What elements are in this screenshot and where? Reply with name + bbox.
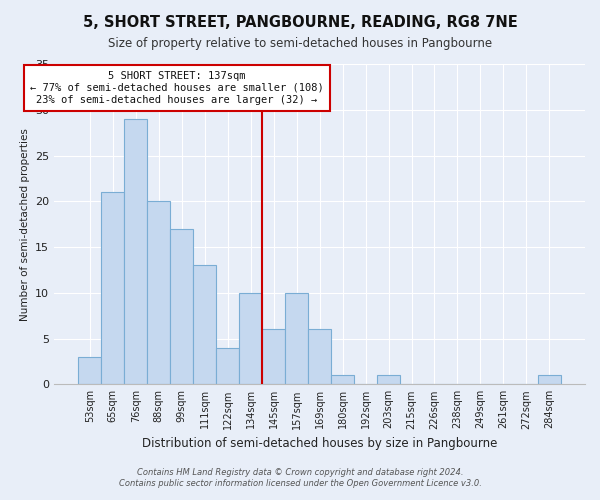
- Bar: [170, 228, 193, 384]
- Bar: [262, 330, 285, 384]
- Bar: [216, 348, 239, 385]
- Text: 5 SHORT STREET: 137sqm
← 77% of semi-detached houses are smaller (108)
23% of se: 5 SHORT STREET: 137sqm ← 77% of semi-det…: [30, 72, 324, 104]
- Bar: [124, 119, 147, 384]
- Text: Size of property relative to semi-detached houses in Pangbourne: Size of property relative to semi-detach…: [108, 38, 492, 51]
- Y-axis label: Number of semi-detached properties: Number of semi-detached properties: [20, 128, 29, 320]
- Text: Contains HM Land Registry data © Crown copyright and database right 2024.
Contai: Contains HM Land Registry data © Crown c…: [119, 468, 481, 487]
- Bar: [79, 357, 101, 384]
- Bar: [331, 375, 354, 384]
- Bar: [308, 330, 331, 384]
- Bar: [193, 266, 216, 384]
- Bar: [285, 293, 308, 384]
- Bar: [377, 375, 400, 384]
- Bar: [239, 293, 262, 384]
- X-axis label: Distribution of semi-detached houses by size in Pangbourne: Distribution of semi-detached houses by …: [142, 437, 497, 450]
- Text: 5, SHORT STREET, PANGBOURNE, READING, RG8 7NE: 5, SHORT STREET, PANGBOURNE, READING, RG…: [83, 15, 517, 30]
- Bar: [147, 202, 170, 384]
- Bar: [101, 192, 124, 384]
- Bar: [538, 375, 561, 384]
